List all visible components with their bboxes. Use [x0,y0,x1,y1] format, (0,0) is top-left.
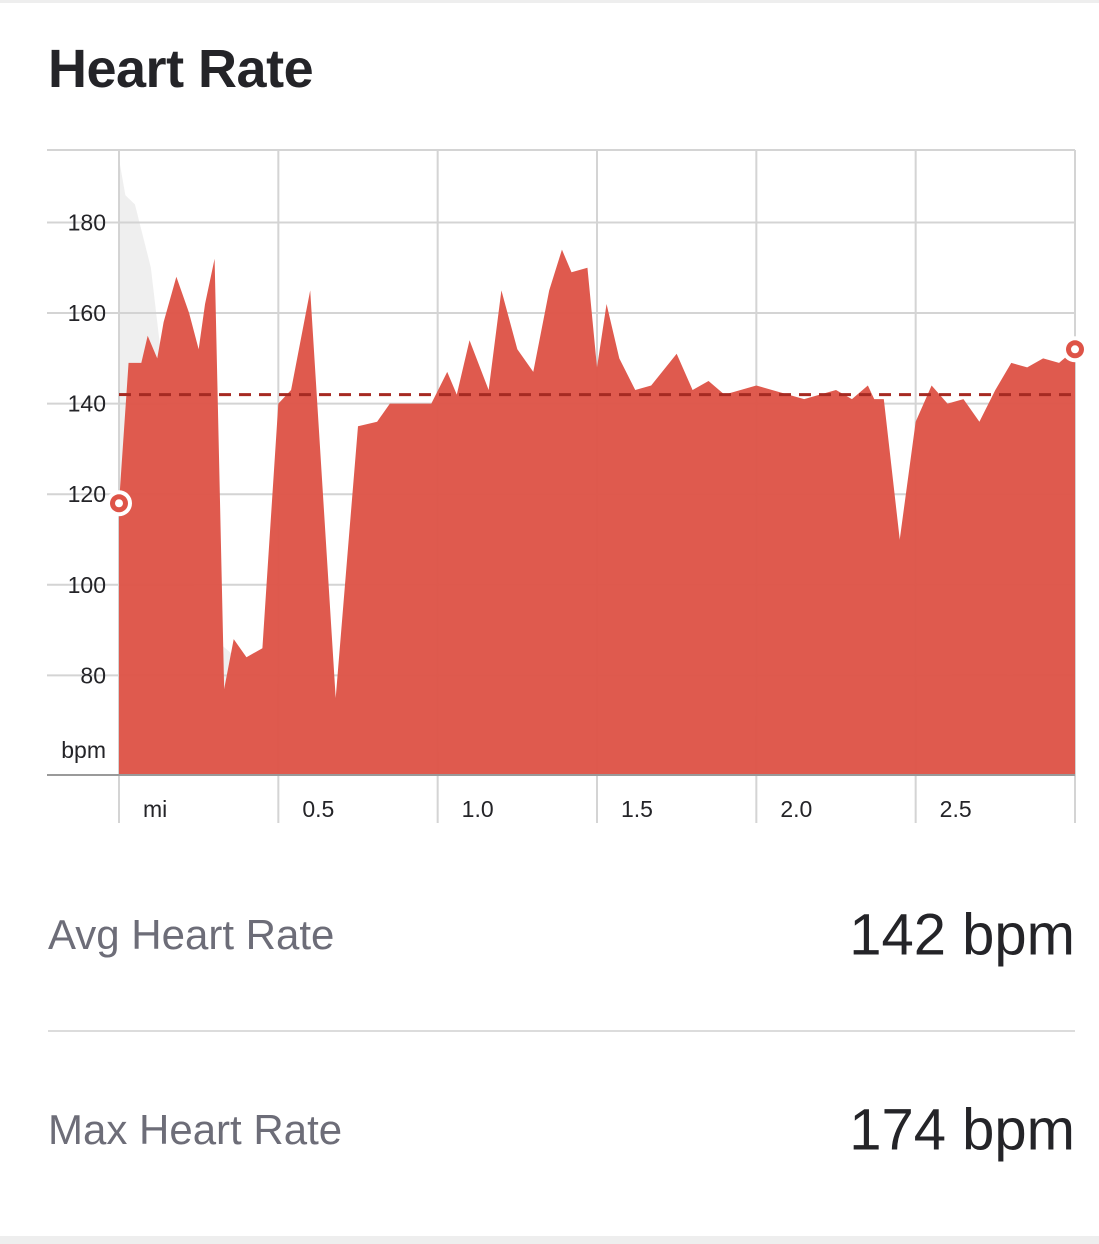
x-tick-label-2: 1.0 [462,796,494,822]
heart-rate-area-layer [119,249,1075,775]
bottom-divider [0,1236,1099,1244]
y-tick-label-80: 80 [80,662,106,688]
heart-rate-chart: 80 100 120 140 160 180 bpm mi 0.5 1.0 1.5 2.0 2.5 [47,149,1088,823]
y-tick-label-140: 140 [68,391,106,417]
chart-markers [106,336,1088,517]
end-marker-center [1071,345,1079,354]
avg-heart-rate-row: Avg Heart Rate 142 bpm [48,875,1075,995]
max-heart-rate-label: Max Heart Rate [48,1106,343,1153]
x-tick-label-3: 1.5 [621,796,653,822]
stats-divider [48,1030,1075,1032]
heart-rate-area [119,249,1075,775]
start-marker-center [115,499,123,508]
card-title: Heart Rate [48,39,314,99]
top-divider [0,0,1099,3]
chart-axes: 80 100 120 140 160 180 bpm mi 0.5 1.0 1.5 2.0 2.5 [47,209,1075,822]
x-tick-label-0: mi [143,796,167,822]
x-tick-label-4: 2.0 [780,796,812,822]
y-tick-label-160: 160 [68,300,106,326]
avg-heart-rate-value: 142 bpm [849,902,1075,968]
x-tick-label-5: 2.5 [940,796,972,822]
y-axis-unit-label: bpm [61,737,106,763]
max-heart-rate-row: Max Heart Rate 174 bpm [48,1070,1075,1190]
y-tick-label-120: 120 [68,481,106,507]
max-heart-rate-value: 174 bpm [849,1097,1075,1163]
y-tick-label-100: 100 [68,572,106,598]
avg-heart-rate-label: Avg Heart Rate [48,911,335,958]
y-tick-label-180: 180 [68,209,106,235]
x-tick-label-1: 0.5 [302,796,334,822]
